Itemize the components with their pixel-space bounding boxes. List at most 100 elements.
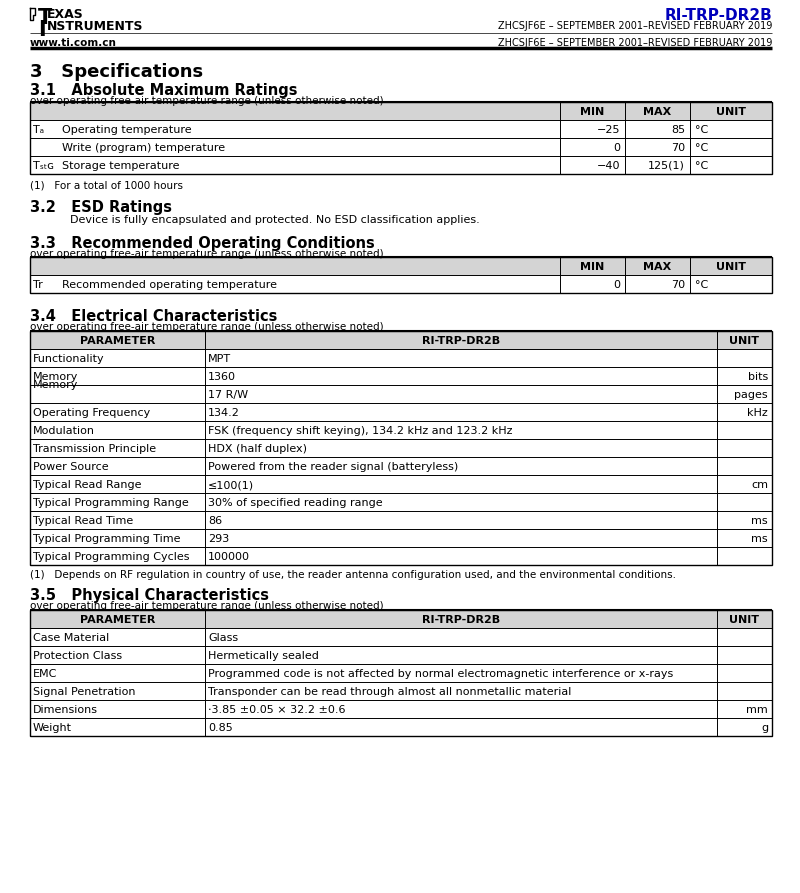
Bar (30, 682, 772, 700)
Text: MPT: MPT (208, 354, 231, 364)
Bar (30, 718, 772, 736)
Bar (30, 493, 772, 511)
Text: 3.1   Absolute Maximum Ratings: 3.1 Absolute Maximum Ratings (30, 83, 298, 98)
Text: mm: mm (746, 705, 768, 715)
Text: Typical Programming Time: Typical Programming Time (33, 534, 181, 544)
Text: Transmission Principle: Transmission Principle (33, 444, 156, 454)
Text: ms: ms (751, 534, 768, 544)
Text: UNIT: UNIT (730, 336, 759, 346)
Text: Operating temperature: Operating temperature (62, 125, 192, 135)
Text: 17 R/W: 17 R/W (208, 390, 248, 400)
Text: Protection Class: Protection Class (33, 651, 122, 661)
Text: Programmed code is not affected by normal electromagnetic interference or x-rays: Programmed code is not affected by norma… (208, 669, 674, 679)
Text: over operating free-air temperature range (unless otherwise noted): over operating free-air temperature rang… (30, 249, 384, 259)
Text: ZHCSJF6E – SEPTEMBER 2001–REVISED FEBRUARY 2019: ZHCSJF6E – SEPTEMBER 2001–REVISED FEBRUA… (498, 21, 772, 31)
Bar (30, 628, 772, 646)
Bar (30, 257, 772, 275)
Text: Memory: Memory (33, 380, 78, 390)
Text: °C: °C (695, 143, 708, 153)
Text: Tr: Tr (33, 280, 42, 290)
Text: Memory: Memory (33, 372, 78, 382)
Bar (30, 257, 772, 293)
Text: PARAMETER: PARAMETER (80, 615, 155, 625)
Text: 70: 70 (671, 143, 685, 153)
Text: 3.4   Electrical Characteristics: 3.4 Electrical Characteristics (30, 309, 278, 324)
Text: 0.85: 0.85 (208, 723, 233, 733)
Text: kHz: kHz (747, 408, 768, 418)
Bar (30, 120, 772, 138)
Text: EXAS: EXAS (47, 8, 84, 21)
Bar (30, 547, 772, 565)
Text: over operating free-air temperature range (unless otherwise noted): over operating free-air temperature rang… (30, 601, 384, 611)
Text: Typical Programming Cycles: Typical Programming Cycles (33, 552, 190, 562)
Text: RI-TRP-DR2B: RI-TRP-DR2B (422, 336, 500, 346)
Text: Glass: Glass (208, 633, 238, 643)
Text: (1)   Depends on RF regulation in country of use, the reader antenna configurati: (1) Depends on RF regulation in country … (30, 570, 676, 580)
Text: Modulation: Modulation (33, 426, 95, 436)
Text: Write (program) temperature: Write (program) temperature (62, 143, 225, 153)
Text: g: g (761, 723, 768, 733)
Bar (30, 610, 772, 736)
Text: MIN: MIN (580, 107, 605, 117)
Text: 100000: 100000 (208, 552, 250, 562)
Text: 70: 70 (671, 280, 685, 290)
Bar (30, 664, 772, 682)
Text: 85: 85 (671, 125, 685, 135)
Text: HDX (half duplex): HDX (half duplex) (208, 444, 307, 454)
Bar (30, 700, 772, 718)
Text: FSK (frequency shift keying), 134.2 kHz and 123.2 kHz: FSK (frequency shift keying), 134.2 kHz … (208, 426, 513, 436)
Bar (30, 331, 772, 349)
Text: Case Material: Case Material (33, 633, 110, 643)
Text: over operating free-air temperature range (unless otherwise noted): over operating free-air temperature rang… (30, 96, 384, 106)
Text: Typical Read Time: Typical Read Time (33, 516, 134, 526)
Bar (30, 403, 772, 421)
Text: Storage temperature: Storage temperature (62, 161, 179, 171)
Text: 86: 86 (208, 516, 222, 526)
Bar (30, 331, 772, 565)
Text: www.ti.com.cn: www.ti.com.cn (30, 38, 117, 48)
Text: 0: 0 (613, 280, 620, 290)
Text: Powered from the reader signal (batteryless): Powered from the reader signal (batteryl… (208, 462, 458, 472)
Bar (30, 529, 772, 547)
Text: Transponder can be read through almost all nonmetallic material: Transponder can be read through almost a… (208, 687, 571, 697)
Text: MIN: MIN (580, 262, 605, 272)
Text: °C: °C (695, 161, 708, 171)
Bar (30, 102, 772, 174)
Text: PARAMETER: PARAMETER (80, 336, 155, 346)
Bar (30, 646, 772, 664)
Bar (30, 275, 772, 293)
Text: °C: °C (695, 280, 708, 290)
Text: RI-TRP-DR2B: RI-TRP-DR2B (422, 615, 500, 625)
Bar (30, 385, 772, 403)
Bar (30, 421, 772, 439)
Text: 0: 0 (613, 143, 620, 153)
Text: MAX: MAX (643, 107, 672, 117)
Text: Recommended operating temperature: Recommended operating temperature (62, 280, 277, 290)
Text: Typical Programming Range: Typical Programming Range (33, 498, 189, 508)
Bar (30, 610, 772, 628)
Text: Tₛₜɢ: Tₛₜɢ (33, 161, 54, 171)
Bar (30, 367, 772, 385)
Text: Device is fully encapsulated and protected. No ESD classification applies.: Device is fully encapsulated and protect… (70, 215, 480, 225)
Text: (1)   For a total of 1000 hours: (1) For a total of 1000 hours (30, 180, 183, 190)
Text: RI-TRP-DR2B: RI-TRP-DR2B (664, 8, 772, 23)
Text: cm: cm (751, 480, 768, 490)
Text: 3.5   Physical Characteristics: 3.5 Physical Characteristics (30, 588, 269, 603)
Text: ⋅3.85 ±0.05 × 32.2 ±0.6: ⋅3.85 ±0.05 × 32.2 ±0.6 (208, 705, 346, 715)
Text: ≤100(1): ≤100(1) (208, 480, 254, 490)
Bar (30, 102, 772, 120)
Bar (30, 511, 772, 529)
Text: NSTRUMENTS: NSTRUMENTS (47, 20, 143, 33)
Text: 293: 293 (208, 534, 230, 544)
Bar (30, 156, 772, 174)
Bar (30, 439, 772, 457)
Text: ms: ms (751, 516, 768, 526)
Text: Hermetically sealed: Hermetically sealed (208, 651, 319, 661)
Text: Typical Read Range: Typical Read Range (33, 480, 142, 490)
Text: over operating free-air temperature range (unless otherwise noted): over operating free-air temperature rang… (30, 322, 384, 332)
Text: 1360: 1360 (208, 372, 236, 382)
Text: T: T (38, 8, 52, 28)
Text: −40: −40 (597, 161, 620, 171)
Text: Power Source: Power Source (33, 462, 109, 472)
Bar (30, 457, 772, 475)
